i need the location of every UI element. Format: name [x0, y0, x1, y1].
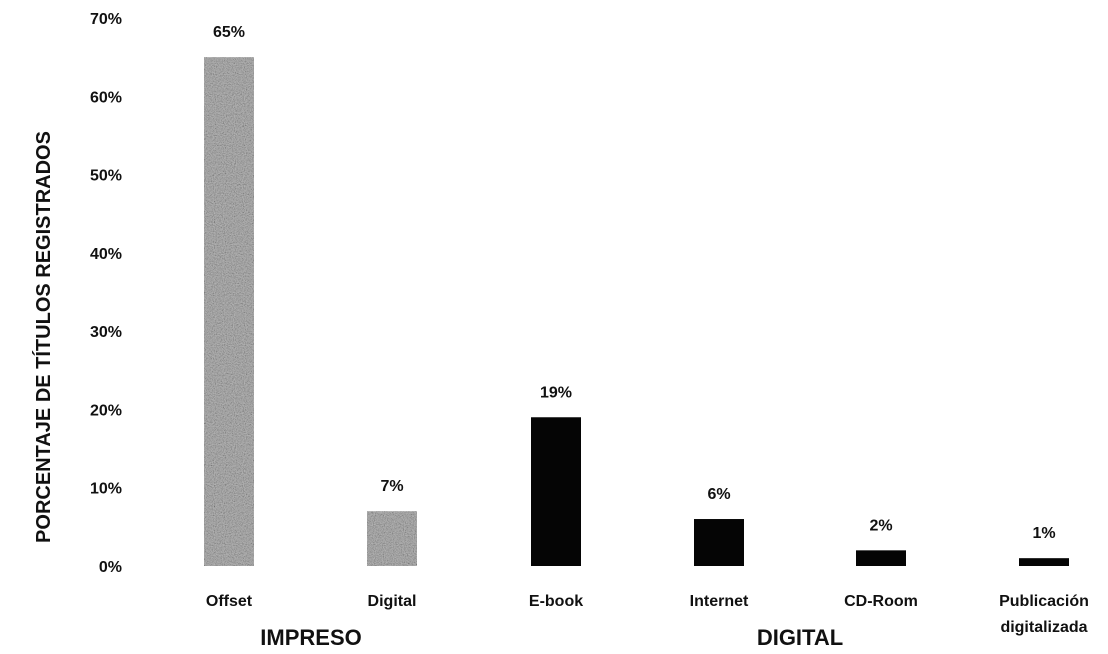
group-label: IMPRESO: [260, 625, 361, 650]
data-labels: 65% 7% 19% 6% 2% 1%: [213, 24, 1056, 542]
y-tick-label: 0%: [99, 559, 122, 576]
bars: [204, 57, 1069, 567]
y-tick-label: 40%: [90, 246, 122, 263]
y-tick-label: 50%: [90, 168, 122, 185]
y-tick-label: 30%: [90, 324, 122, 341]
bar-shade: [204, 57, 254, 567]
group-label: DIGITAL: [757, 625, 843, 650]
x-tick-label: Internet: [690, 593, 749, 610]
bar: [531, 417, 581, 566]
data-label: 2%: [869, 517, 892, 534]
x-tick-label: Digital: [368, 593, 417, 610]
y-tick-label: 70%: [90, 11, 122, 28]
bar: [204, 57, 254, 567]
bar: [694, 519, 744, 566]
x-tick-label: Publicación digitalizada: [999, 593, 1089, 636]
bar: [367, 511, 417, 566]
bar: [1019, 558, 1069, 566]
data-label: 65%: [213, 24, 245, 41]
x-tick-label: E-book: [529, 593, 583, 610]
y-axis-tick-labels: 0% 10% 20% 30% 40% 50% 60% 70%: [90, 11, 122, 576]
x-axis-category-labels: Offset Digital E-book Internet CD-Room Public…: [206, 593, 1089, 636]
y-tick-label: 10%: [90, 481, 122, 498]
data-label: 19%: [540, 384, 572, 401]
data-label: 7%: [380, 478, 403, 495]
x-tick-label: Offset: [206, 593, 253, 610]
bar-shade: [367, 511, 417, 566]
y-tick-label: 20%: [90, 402, 122, 419]
data-label: 6%: [707, 486, 730, 503]
data-label: 1%: [1032, 525, 1055, 542]
group-labels: IMPRESO DIGITAL: [260, 625, 843, 650]
x-tick-label: CD-Room: [844, 593, 918, 610]
y-axis-title: PORCENTAJE DE TÍTULOS REGISTRADOS: [32, 131, 55, 543]
y-tick-label: 60%: [90, 89, 122, 106]
bar: [856, 550, 906, 566]
